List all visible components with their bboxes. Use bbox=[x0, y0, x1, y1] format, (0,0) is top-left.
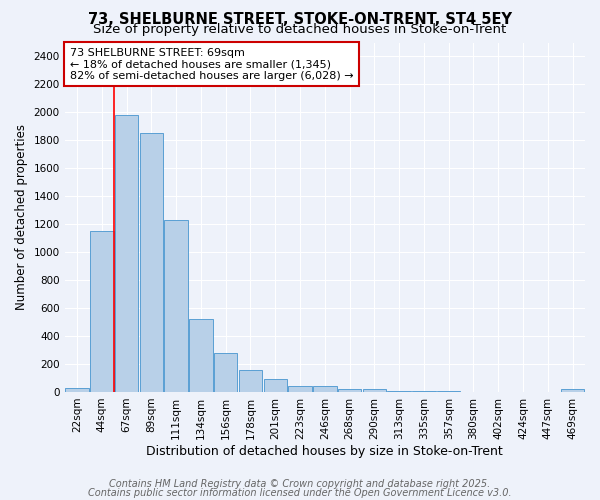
Bar bbox=[561, 389, 584, 392]
Bar bbox=[164, 220, 188, 392]
Y-axis label: Number of detached properties: Number of detached properties bbox=[15, 124, 28, 310]
Bar bbox=[288, 386, 312, 392]
Text: 73, SHELBURNE STREET, STOKE-ON-TRENT, ST4 5EY: 73, SHELBURNE STREET, STOKE-ON-TRENT, ST… bbox=[88, 12, 512, 28]
Bar bbox=[65, 388, 89, 392]
Bar bbox=[362, 389, 386, 392]
Bar bbox=[388, 390, 411, 392]
Text: 73 SHELBURNE STREET: 69sqm
← 18% of detached houses are smaller (1,345)
82% of s: 73 SHELBURNE STREET: 69sqm ← 18% of deta… bbox=[70, 48, 353, 81]
Text: Size of property relative to detached houses in Stoke-on-Trent: Size of property relative to detached ho… bbox=[94, 22, 506, 36]
Text: Contains public sector information licensed under the Open Government Licence v3: Contains public sector information licen… bbox=[88, 488, 512, 498]
Bar bbox=[140, 134, 163, 392]
Bar bbox=[90, 231, 113, 392]
Text: Contains HM Land Registry data © Crown copyright and database right 2025.: Contains HM Land Registry data © Crown c… bbox=[109, 479, 491, 489]
Bar bbox=[338, 389, 361, 392]
X-axis label: Distribution of detached houses by size in Stoke-on-Trent: Distribution of detached houses by size … bbox=[146, 444, 503, 458]
Bar bbox=[115, 115, 139, 392]
Bar bbox=[189, 320, 213, 392]
Bar bbox=[239, 370, 262, 392]
Bar bbox=[263, 380, 287, 392]
Bar bbox=[313, 386, 337, 392]
Bar bbox=[214, 353, 238, 392]
